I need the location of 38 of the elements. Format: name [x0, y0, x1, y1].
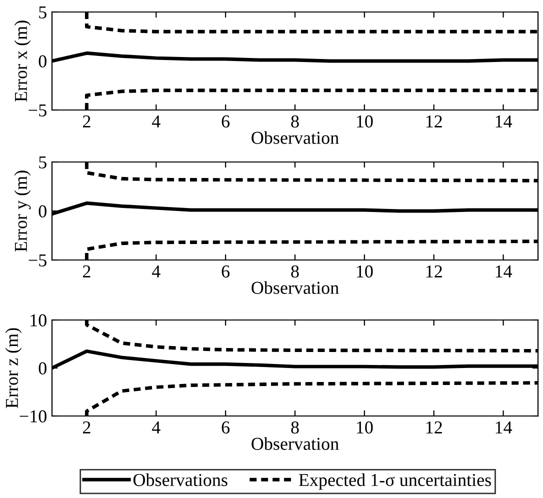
y-tick-label: −5 — [28, 104, 46, 116]
x-tick-label: 12 — [426, 265, 442, 278]
x-axis-title: Observation — [252, 281, 339, 294]
y-axis-title: Error z (m) — [5, 328, 22, 408]
x-tick-label: 8 — [291, 115, 299, 128]
y-tick-label: 0 — [38, 55, 46, 68]
legend-label: Expected 1-σ uncertainties — [298, 473, 491, 490]
x-tick-label: 12 — [426, 421, 442, 434]
x-tick-label: 10 — [356, 265, 373, 278]
y-tick-label: −5 — [28, 254, 46, 266]
y-tick-label: −10 — [20, 410, 46, 422]
y-axis-title: Error x (m) — [14, 20, 31, 102]
x-tick-label: 10 — [356, 115, 373, 128]
x-tick-label: 8 — [291, 421, 299, 434]
y-axis-title: Error y (m) — [14, 170, 31, 252]
y-tick-label: 0 — [38, 205, 46, 218]
x-tick-label: 4 — [152, 116, 160, 128]
x-tick-label: 14 — [496, 265, 512, 278]
x-tick-label: 6 — [222, 265, 230, 278]
y-tick-label: 5 — [39, 6, 46, 18]
x-axis-title: Observation — [252, 131, 339, 144]
x-tick-label: 6 — [222, 421, 230, 434]
legend-label: Observations — [133, 473, 228, 486]
x-axis-title: Observation — [252, 437, 339, 450]
x-tick-label: 2 — [82, 265, 90, 278]
x-tick-label: 14 — [496, 421, 512, 434]
x-tick-label: 4 — [152, 422, 160, 434]
x-tick-label: 4 — [152, 266, 160, 278]
x-tick-label: 14 — [496, 115, 512, 128]
x-tick-label: 2 — [82, 421, 90, 434]
y-tick-label: 5 — [39, 156, 46, 168]
y-tick-label: 10 — [30, 314, 46, 326]
x-tick-label: 12 — [426, 115, 442, 128]
x-tick-label: 6 — [222, 115, 230, 128]
x-tick-label: 10 — [356, 421, 373, 434]
y-tick-label: 0 — [38, 362, 46, 374]
x-tick-label: 2 — [82, 115, 90, 128]
x-tick-label: 8 — [291, 265, 299, 278]
